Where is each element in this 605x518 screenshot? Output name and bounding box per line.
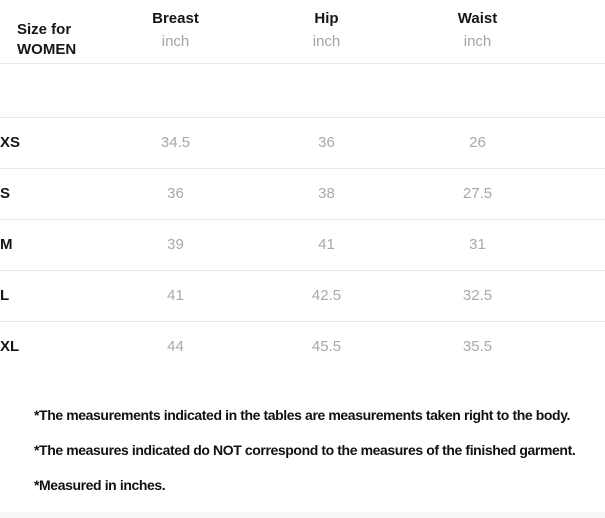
table-row-xs: XS 34.5 36 26 <box>0 117 605 169</box>
table-row-xl: XL 44 45.5 35.5 <box>0 321 605 372</box>
waist-column-header-cell: Waist inch <box>402 0 553 64</box>
footnote-garment-measures: *The measures indicated do NOT correspon… <box>34 442 576 458</box>
size-chart-table: Size for WOMEN Breast inch Hip inch Wais… <box>0 0 605 372</box>
row-pad-cell <box>553 117 605 169</box>
hip-column-unit: inch <box>312 32 341 50</box>
size-label: L <box>0 270 100 322</box>
size-label: XL <box>0 338 20 356</box>
size-label: S <box>0 168 100 220</box>
header-pad-cell <box>553 0 605 64</box>
waist-column-label: Waist <box>457 9 498 27</box>
breast-value: 41 <box>100 270 251 322</box>
breast-column-unit: inch <box>161 32 190 50</box>
row-pad-cell <box>553 168 605 220</box>
table-row-m: M 39 41 31 <box>0 219 605 271</box>
breast-column-header-cell: Breast inch <box>100 0 251 64</box>
table-row-s: S 36 38 27.5 <box>0 168 605 220</box>
breast-value: 34.5 <box>100 117 251 169</box>
size-label: XS <box>0 117 100 169</box>
waist-value: 32.5 <box>402 270 553 322</box>
bottom-strip <box>0 512 605 518</box>
footnotes: *The measurements indicated in the table… <box>0 408 605 492</box>
waist-value: 31 <box>402 219 553 271</box>
hip-value: 42.5 <box>251 270 402 322</box>
hip-value: 41 <box>251 219 402 271</box>
row-pad-cell <box>553 270 605 322</box>
waist-value: 35.5 <box>462 338 493 356</box>
hip-value: 36 <box>251 117 402 169</box>
table-row-l: L 41 42.5 32.5 <box>0 270 605 322</box>
hip-column-header-cell: Hip inch <box>251 0 402 64</box>
waist-column-unit: inch <box>463 32 492 50</box>
size-column-header: Size for WOMEN <box>17 20 77 58</box>
spacer-cell <box>0 63 605 118</box>
spacer-row <box>0 63 605 118</box>
breast-value: 44 <box>167 338 184 356</box>
breast-column-label: Breast <box>152 9 199 27</box>
hip-value: 38 <box>251 168 402 220</box>
breast-value: 39 <box>100 219 251 271</box>
waist-value: 27.5 <box>402 168 553 220</box>
row-pad-cell <box>553 219 605 271</box>
row-pad-cell <box>553 321 605 372</box>
size-column-header-cell: Size for WOMEN <box>0 0 100 64</box>
footnote-measured-inches: *Measured in inches. <box>34 477 166 493</box>
hip-value: 45.5 <box>311 338 342 356</box>
waist-value: 26 <box>402 117 553 169</box>
size-label: M <box>0 219 100 271</box>
hip-column-label: Hip <box>314 9 339 27</box>
footnote-body-measurements: *The measurements indicated in the table… <box>34 407 571 423</box>
table-header-row: Size for WOMEN Breast inch Hip inch Wais… <box>0 0 605 64</box>
breast-value: 36 <box>100 168 251 220</box>
